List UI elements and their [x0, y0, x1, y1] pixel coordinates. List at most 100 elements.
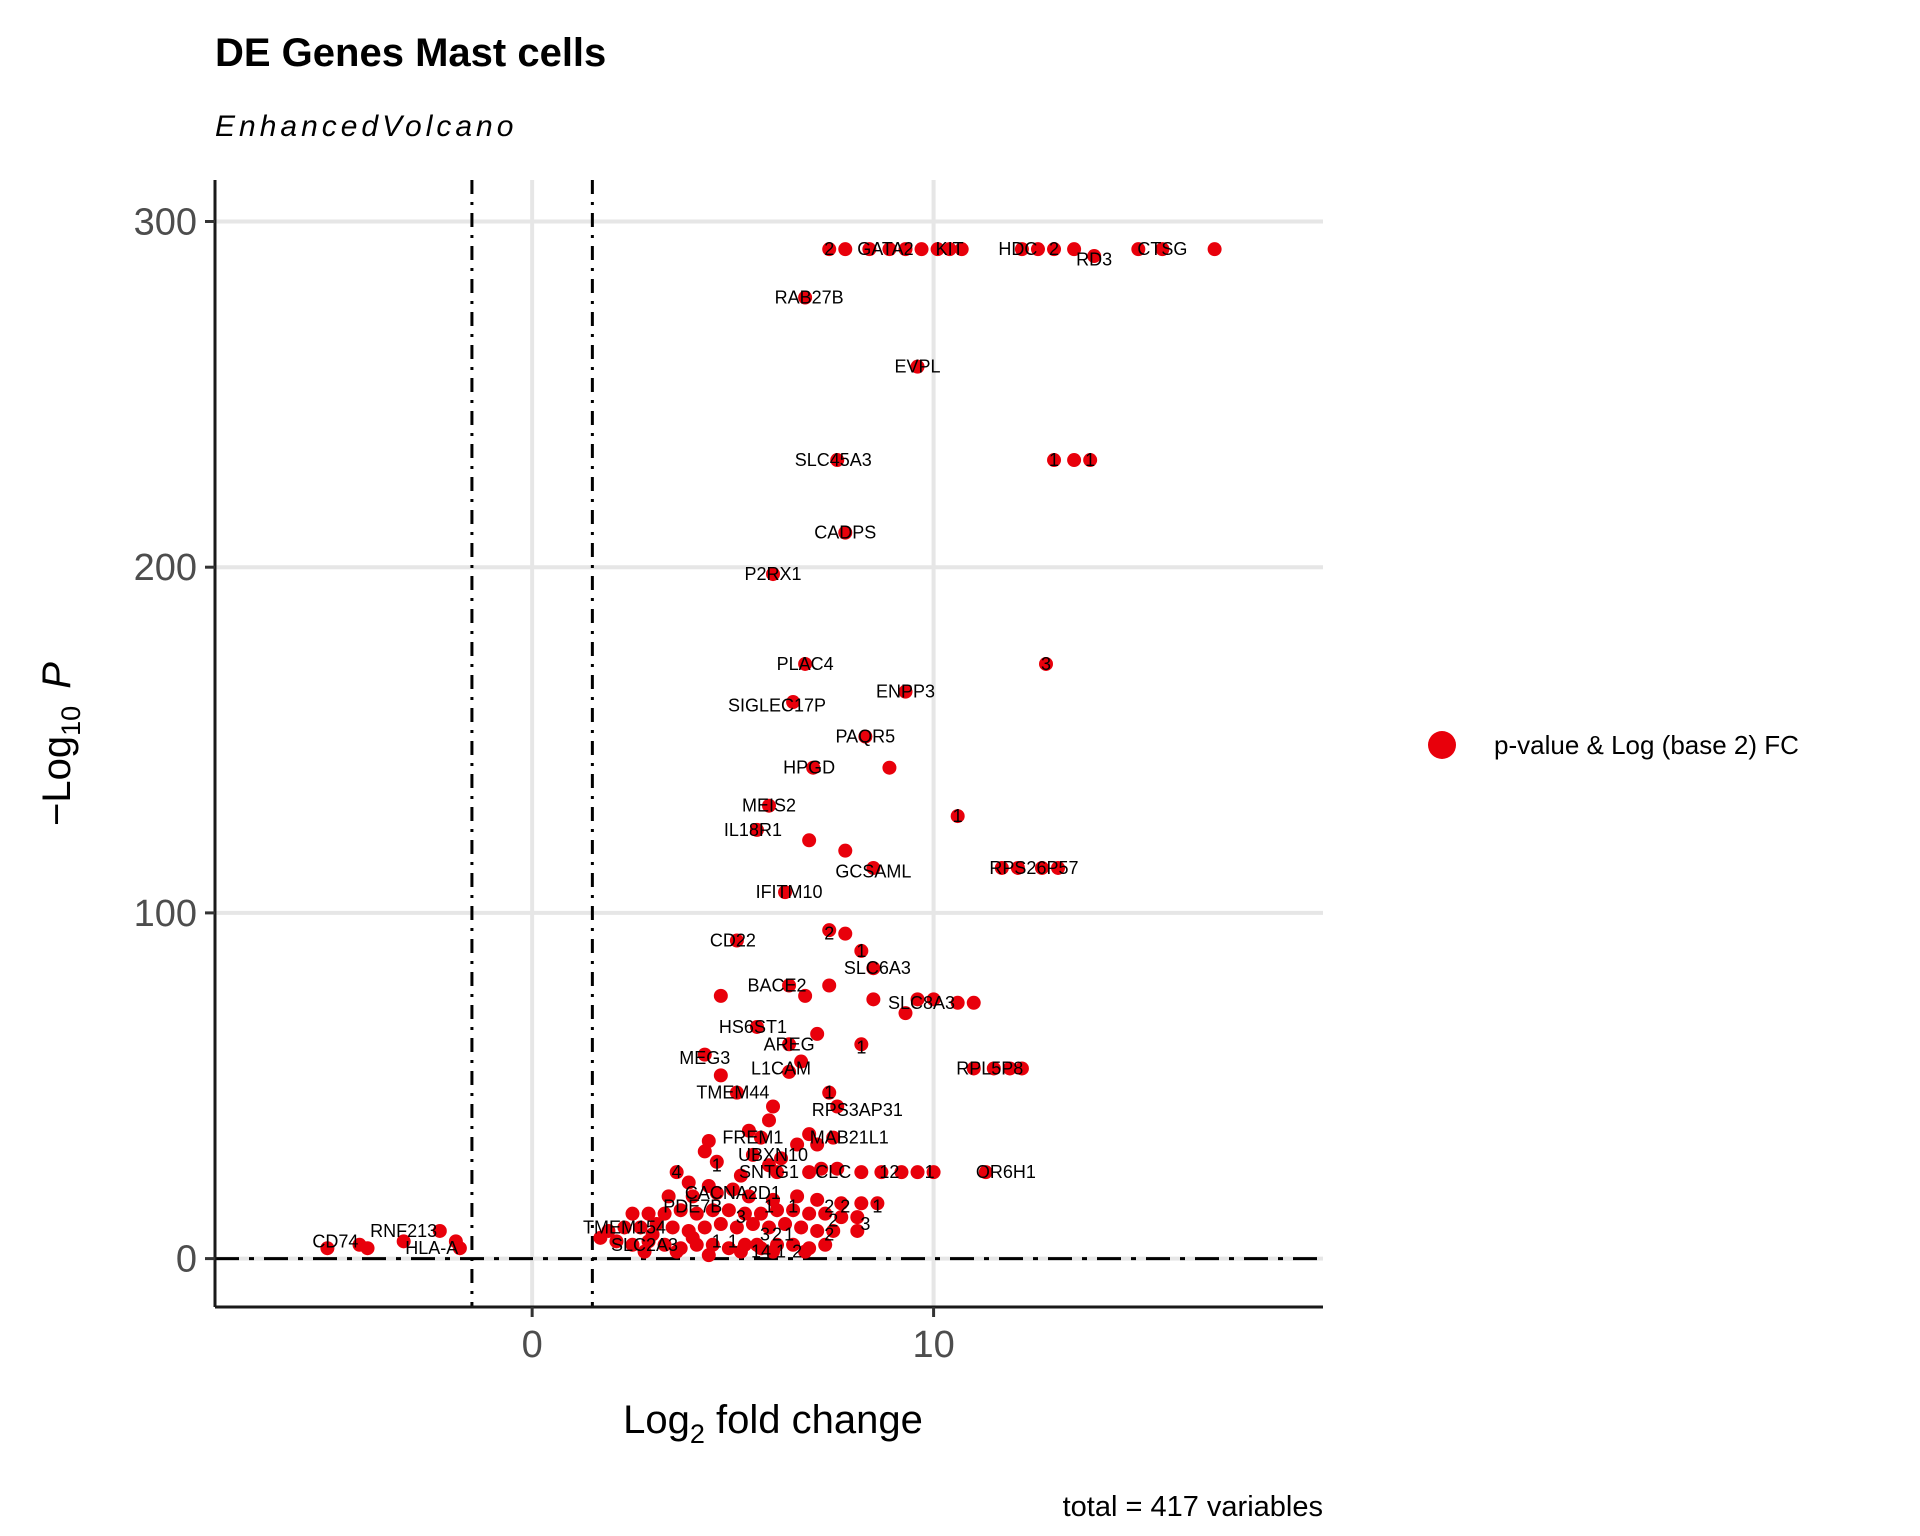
gene-label: RPS26P57 [989, 858, 1078, 878]
data-point [950, 809, 965, 824]
data-point [701, 1248, 716, 1263]
data-point [733, 1168, 748, 1183]
data-point [810, 1026, 825, 1041]
data-point [737, 1206, 752, 1221]
data-point [818, 1237, 833, 1252]
chart-subtitle: EnhancedVolcano [215, 110, 517, 143]
data-point [930, 242, 945, 257]
data-point [774, 1151, 789, 1166]
gene-label: 3 [1041, 654, 1051, 674]
data-point [898, 684, 913, 699]
data-point [810, 1137, 825, 1152]
gene-label: 3 [736, 1207, 746, 1227]
gene-label: 12 [879, 1162, 899, 1182]
gene-label: 1 [872, 1197, 882, 1217]
gene-label: 1 [1049, 450, 1059, 470]
data-point [894, 1165, 909, 1180]
data-point [741, 1189, 756, 1204]
gene-label: ENPP3 [876, 682, 935, 702]
gene-label: MEIS2 [742, 796, 796, 816]
data-point [838, 242, 853, 257]
data-point [850, 1210, 865, 1225]
gene-label: 3 [760, 1224, 770, 1244]
data-point [850, 1223, 865, 1238]
data-point [1051, 860, 1066, 875]
gene-label: 3 [860, 1214, 870, 1234]
legend-label: p-value & Log (base 2) FC [1494, 730, 1799, 760]
data-point [749, 1237, 764, 1252]
gene-label: HS6ST1 [719, 1017, 787, 1037]
data-point [641, 1206, 656, 1221]
gene-label: CTSG [1137, 239, 1187, 259]
data-point [1087, 249, 1102, 264]
gene-label: HDC [998, 239, 1037, 259]
data-point [625, 1206, 640, 1221]
data-point [685, 1230, 700, 1245]
data-point [986, 1061, 1001, 1076]
data-point [657, 1206, 672, 1221]
gene-label: HLA-A [405, 1238, 458, 1258]
gene-label: 1 [788, 1197, 798, 1217]
y-tick-label: 200 [134, 547, 197, 589]
data-point [1014, 242, 1029, 257]
gene-label: GATA2 [857, 239, 913, 259]
legend-key-dot [1428, 731, 1456, 759]
data-point [798, 1244, 813, 1259]
data-point [786, 1203, 801, 1218]
data-point [810, 1223, 825, 1238]
gene-label: L1CAM [751, 1058, 811, 1078]
data-point [870, 1196, 885, 1211]
gene-label: 1 [856, 941, 866, 961]
gene-label: SIGLEC17P [728, 695, 826, 715]
gene-label: 1 [824, 1083, 834, 1103]
gene-label: 1 [712, 1231, 722, 1251]
chart-title: DE Genes Mast cells [215, 31, 606, 75]
gene-label: CACNA2D1 [685, 1183, 781, 1203]
data-point [766, 1244, 781, 1259]
data-point [786, 695, 801, 710]
data-point [854, 1165, 869, 1180]
data-point [782, 1064, 797, 1079]
data-point [725, 1182, 740, 1197]
data-point [914, 242, 929, 257]
gene-label: 2 [772, 1224, 782, 1244]
data-point [697, 1220, 712, 1235]
data-point [617, 1220, 632, 1235]
y-tick-label: 0 [176, 1239, 197, 1281]
data-point [798, 290, 813, 305]
gene-label: CD74 [312, 1231, 358, 1251]
data-point [709, 1185, 724, 1200]
data-point [862, 242, 877, 257]
data-point [1010, 860, 1025, 875]
gene-label: TMEM44 [696, 1083, 769, 1103]
gene-label: TMEM154 [583, 1217, 666, 1237]
gene-label: P2RX1 [744, 564, 801, 584]
data-point [1014, 1061, 1029, 1076]
data-point [858, 729, 873, 744]
gene-label: 1 [784, 1224, 794, 1244]
y-tick-label: 100 [134, 893, 197, 935]
gene-label: 1 [856, 1038, 866, 1058]
data-point [762, 1220, 776, 1235]
data-point [950, 995, 965, 1010]
data-point [741, 1123, 756, 1138]
data-point [782, 1037, 797, 1052]
data-point [802, 833, 817, 848]
data-point [749, 822, 764, 837]
data-point [966, 995, 981, 1010]
axes [213, 180, 1323, 1309]
data-point [1155, 242, 1170, 257]
data-point [830, 453, 845, 468]
data-points [320, 242, 1222, 1263]
data-point [1047, 242, 1062, 257]
gene-label: MAB21L1 [810, 1128, 889, 1148]
data-point [810, 1192, 825, 1207]
data-point [838, 926, 853, 941]
data-point [657, 1237, 672, 1252]
data-point [822, 1085, 837, 1100]
data-point [766, 567, 781, 582]
data-point [926, 992, 941, 1007]
data-point [798, 988, 813, 1003]
data-point [713, 1217, 728, 1232]
